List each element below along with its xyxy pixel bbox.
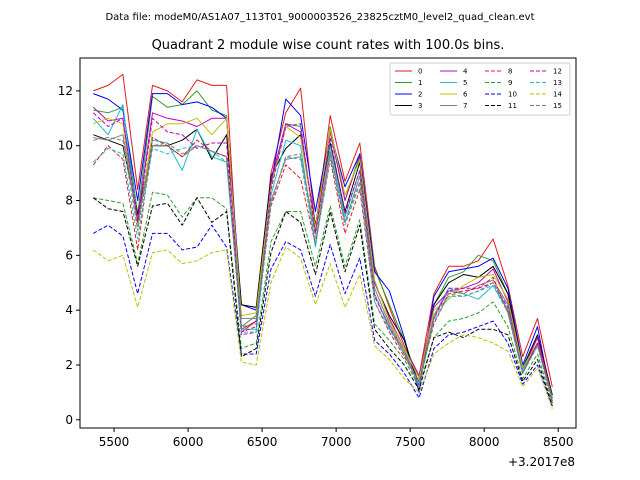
x-tick-label: 5500 (99, 435, 130, 449)
legend-label-7: 7 (463, 102, 467, 110)
series-line-11 (93, 197, 553, 407)
legend-label-8: 8 (508, 68, 512, 76)
y-tick-label: 12 (58, 84, 73, 98)
x-tick-label: 6000 (173, 435, 204, 449)
series-line-8 (92, 137, 553, 401)
series-line-2 (93, 93, 553, 404)
axes-frame (79, 57, 577, 429)
legend-label-11: 11 (508, 102, 517, 110)
legend-label-4: 4 (463, 68, 468, 76)
legend-box (389, 62, 571, 116)
legend-label-9: 9 (508, 79, 512, 87)
legend-label-3: 3 (418, 102, 422, 110)
y-tick-label: 6 (65, 248, 73, 262)
legend-label-5: 5 (463, 79, 467, 87)
series-line-12 (92, 112, 553, 401)
series-line-14 (93, 246, 553, 409)
x-tick-label: 7500 (395, 435, 426, 449)
y-tick-label: 10 (58, 139, 73, 153)
legend-label-0: 0 (418, 68, 422, 76)
x-offset-label: +3.2017e8 (508, 455, 575, 469)
legend-label-10: 10 (508, 91, 517, 99)
series-line-10 (93, 224, 553, 407)
y-tick-label: 4 (65, 303, 73, 317)
legend-label-14: 14 (553, 91, 562, 99)
legend-label-6: 6 (463, 91, 468, 99)
x-tick-label: 7000 (321, 435, 352, 449)
chart-title: Quadrant 2 module wise count rates with … (152, 38, 505, 53)
series-line-7 (93, 134, 553, 399)
legend-label-13: 13 (553, 79, 562, 87)
plot-area (80, 58, 576, 428)
y-tick-label: 2 (65, 358, 73, 372)
series-line-6 (93, 117, 553, 399)
legend-label-12: 12 (553, 68, 562, 76)
file-caption: Data file: modeM0/AS1A07_113T01_90000035… (105, 12, 534, 23)
series-layer (92, 73, 553, 409)
x-tick-label: 8500 (543, 435, 574, 449)
series-line-15 (93, 137, 553, 401)
legend-label-2: 2 (418, 91, 422, 99)
y-tick-label: 0 (65, 413, 73, 427)
legend-label-1: 1 (418, 79, 422, 87)
y-tick-label: 8 (65, 194, 73, 208)
x-tick-label: 8000 (469, 435, 500, 449)
legend-label-15: 15 (553, 102, 562, 110)
x-tick-label: 6500 (247, 435, 278, 449)
